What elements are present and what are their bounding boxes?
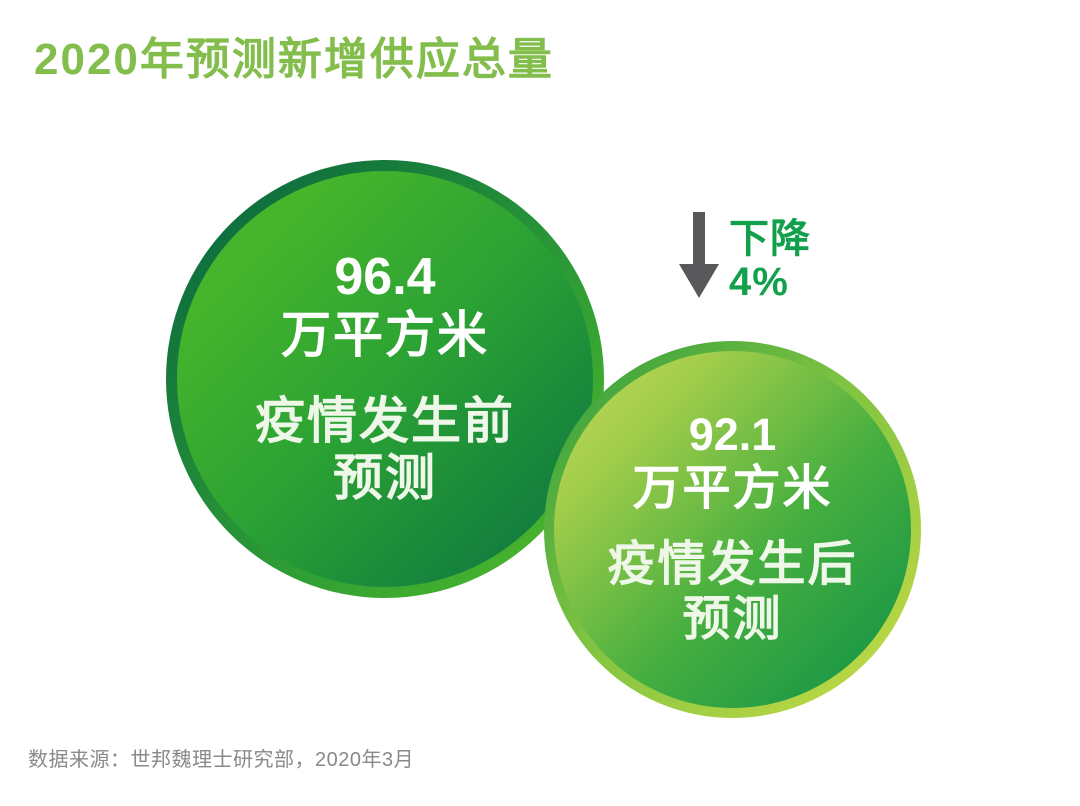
before-covid-unit: 万平方米 [281,307,489,364]
change-annotation: 下降 4% [677,212,811,304]
after-covid-value: 92.1 [688,408,777,460]
change-text: 下降 4% [729,217,811,305]
before-covid-value: 96.4 [334,248,436,307]
page-title: 2020年预测新增供应总量 [34,35,554,84]
bubble-after-covid-fill: 92.1 万平方米 疫情发生后 预测 [554,351,911,708]
after-covid-label-line1: 疫情发生后 [607,537,858,591]
bubble-before-covid-fill: 96.4 万平方米 疫情发生前 预测 [177,171,593,587]
arrow-down-icon [679,212,719,298]
before-covid-label-line2: 预测 [333,449,437,506]
source-note: 数据来源：世邦魏理士研究部，2020年3月 [28,749,415,771]
bubble-before-covid: 96.4 万平方米 疫情发生前 预测 [166,160,604,598]
after-covid-unit: 万平方米 [632,461,833,515]
bubble-after-covid: 92.1 万平方米 疫情发生后 预测 [544,341,921,718]
after-covid-label: 疫情发生后 预测 [607,538,857,647]
change-direction-label: 下降 [729,217,811,261]
before-covid-label: 疫情发生前 预测 [255,393,515,507]
before-covid-label-line1: 疫情发生前 [255,392,515,449]
after-covid-label-line2: 预测 [682,592,783,646]
change-percent: 4% [729,260,789,305]
